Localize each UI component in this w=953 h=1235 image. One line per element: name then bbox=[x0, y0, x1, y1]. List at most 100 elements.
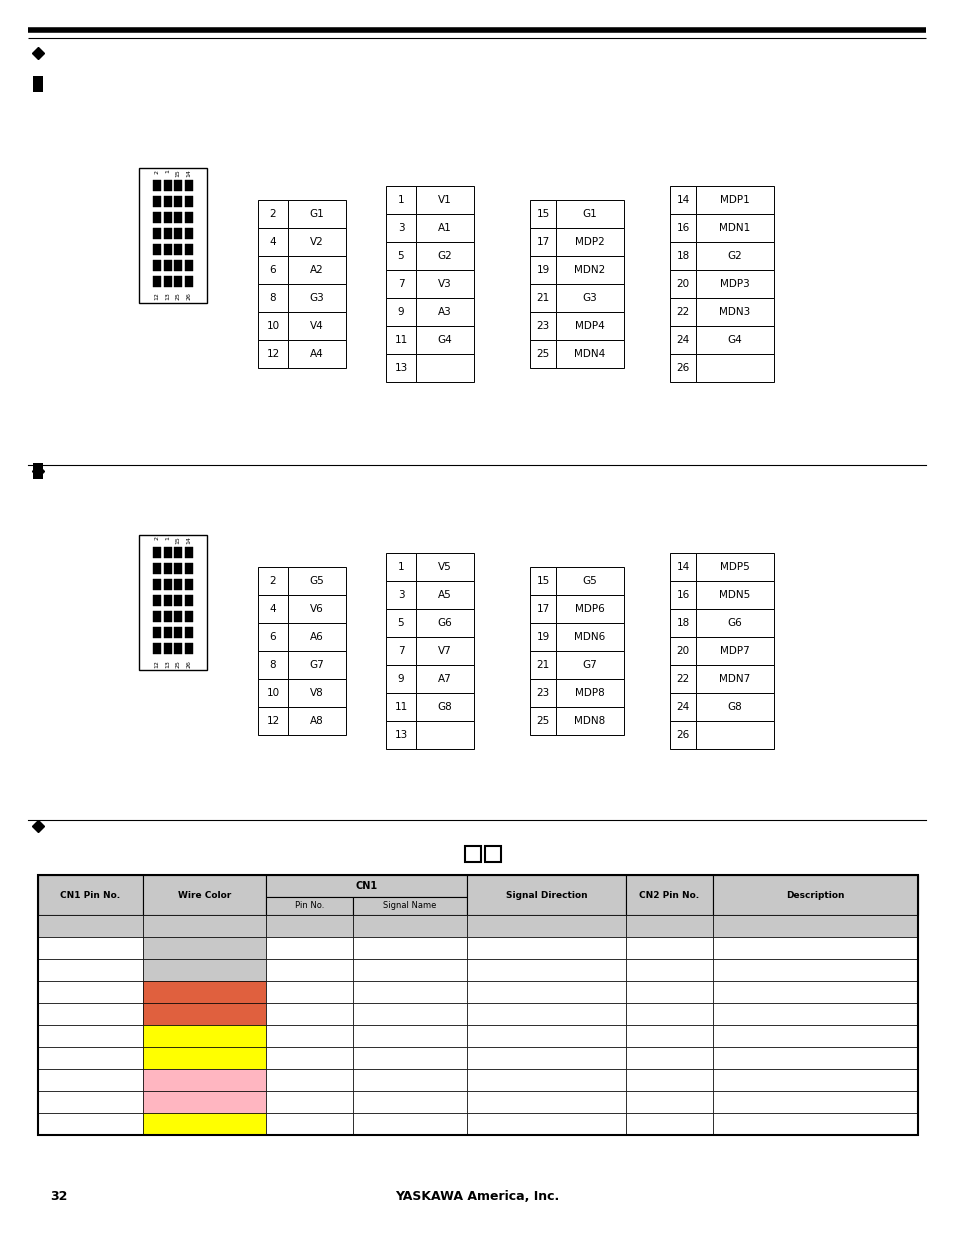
Bar bbox=[143, 1070, 266, 1091]
Bar bbox=[466, 915, 625, 937]
Text: 1: 1 bbox=[165, 536, 171, 541]
Text: 24: 24 bbox=[676, 335, 689, 345]
Text: G8: G8 bbox=[437, 701, 452, 713]
Bar bbox=[625, 1047, 712, 1070]
Bar bbox=[173, 579, 182, 590]
Bar bbox=[173, 627, 182, 638]
Bar bbox=[712, 1091, 917, 1113]
Text: A1: A1 bbox=[437, 224, 452, 233]
Text: 7: 7 bbox=[397, 279, 404, 289]
Bar bbox=[353, 1025, 466, 1047]
Bar bbox=[164, 261, 172, 270]
Text: 13: 13 bbox=[394, 363, 407, 373]
Text: 14: 14 bbox=[186, 169, 192, 178]
Bar bbox=[696, 609, 773, 637]
Bar bbox=[143, 1025, 266, 1047]
Bar bbox=[669, 693, 696, 721]
Bar bbox=[416, 637, 474, 664]
Bar bbox=[152, 212, 161, 224]
Bar bbox=[556, 679, 623, 706]
Bar bbox=[556, 706, 623, 735]
Text: A4: A4 bbox=[310, 350, 323, 359]
Bar bbox=[530, 622, 556, 651]
Bar bbox=[266, 937, 353, 960]
Bar bbox=[556, 200, 623, 228]
Bar bbox=[257, 284, 288, 312]
Bar bbox=[556, 651, 623, 679]
Text: MDN1: MDN1 bbox=[719, 224, 750, 233]
Text: 2: 2 bbox=[270, 209, 276, 219]
Bar bbox=[164, 547, 172, 558]
Bar bbox=[164, 196, 172, 207]
Bar bbox=[386, 270, 416, 298]
Bar bbox=[625, 1070, 712, 1091]
Bar bbox=[712, 1113, 917, 1135]
Bar bbox=[164, 579, 172, 590]
Text: G4: G4 bbox=[727, 335, 741, 345]
Text: MDN2: MDN2 bbox=[574, 266, 605, 275]
Bar bbox=[257, 706, 288, 735]
Text: 17: 17 bbox=[536, 237, 549, 247]
Text: 25: 25 bbox=[536, 716, 549, 726]
Bar bbox=[625, 1025, 712, 1047]
Bar bbox=[257, 200, 288, 228]
Text: V4: V4 bbox=[310, 321, 323, 331]
Bar bbox=[466, 981, 625, 1003]
Bar bbox=[185, 228, 193, 240]
Text: CN1: CN1 bbox=[355, 881, 377, 890]
Bar bbox=[386, 214, 416, 242]
Text: 3: 3 bbox=[397, 224, 404, 233]
Bar bbox=[466, 876, 625, 915]
Bar bbox=[466, 1113, 625, 1135]
Text: 21: 21 bbox=[536, 293, 549, 303]
Text: 6: 6 bbox=[270, 632, 276, 642]
Bar bbox=[164, 611, 172, 622]
Text: YASKAWA America, Inc.: YASKAWA America, Inc. bbox=[395, 1191, 558, 1203]
Bar bbox=[288, 679, 346, 706]
Bar bbox=[152, 563, 161, 574]
Bar bbox=[530, 256, 556, 284]
Bar bbox=[164, 228, 172, 240]
Bar bbox=[152, 275, 161, 287]
Bar bbox=[266, 981, 353, 1003]
Bar bbox=[185, 275, 193, 287]
Bar bbox=[185, 643, 193, 655]
Bar bbox=[416, 242, 474, 270]
Bar bbox=[712, 1003, 917, 1025]
Text: 12: 12 bbox=[154, 293, 159, 300]
Bar bbox=[669, 553, 696, 580]
Bar bbox=[257, 679, 288, 706]
Bar bbox=[530, 651, 556, 679]
Bar bbox=[288, 567, 346, 595]
Bar bbox=[712, 1047, 917, 1070]
Bar bbox=[353, 897, 466, 915]
Text: 1: 1 bbox=[397, 562, 404, 572]
Bar bbox=[353, 1047, 466, 1070]
Bar bbox=[696, 580, 773, 609]
Text: A6: A6 bbox=[310, 632, 323, 642]
Text: 23: 23 bbox=[536, 321, 549, 331]
Bar bbox=[556, 228, 623, 256]
Bar bbox=[466, 937, 625, 960]
Bar bbox=[288, 340, 346, 368]
Text: V6: V6 bbox=[310, 604, 323, 614]
Bar bbox=[257, 256, 288, 284]
Bar bbox=[466, 1070, 625, 1091]
Bar bbox=[38, 1025, 143, 1047]
Text: MDP8: MDP8 bbox=[575, 688, 604, 698]
Bar bbox=[530, 706, 556, 735]
Text: A2: A2 bbox=[310, 266, 323, 275]
Text: MDN4: MDN4 bbox=[574, 350, 605, 359]
Bar bbox=[416, 553, 474, 580]
Text: 5: 5 bbox=[397, 618, 404, 629]
Text: 19: 19 bbox=[536, 632, 549, 642]
Bar bbox=[185, 627, 193, 638]
Bar bbox=[416, 580, 474, 609]
Text: MDN7: MDN7 bbox=[719, 674, 750, 684]
Text: 11: 11 bbox=[394, 335, 407, 345]
Text: 13: 13 bbox=[165, 659, 171, 667]
Bar bbox=[625, 915, 712, 937]
Text: G5: G5 bbox=[310, 576, 324, 585]
Text: 22: 22 bbox=[676, 308, 689, 317]
Bar bbox=[386, 637, 416, 664]
